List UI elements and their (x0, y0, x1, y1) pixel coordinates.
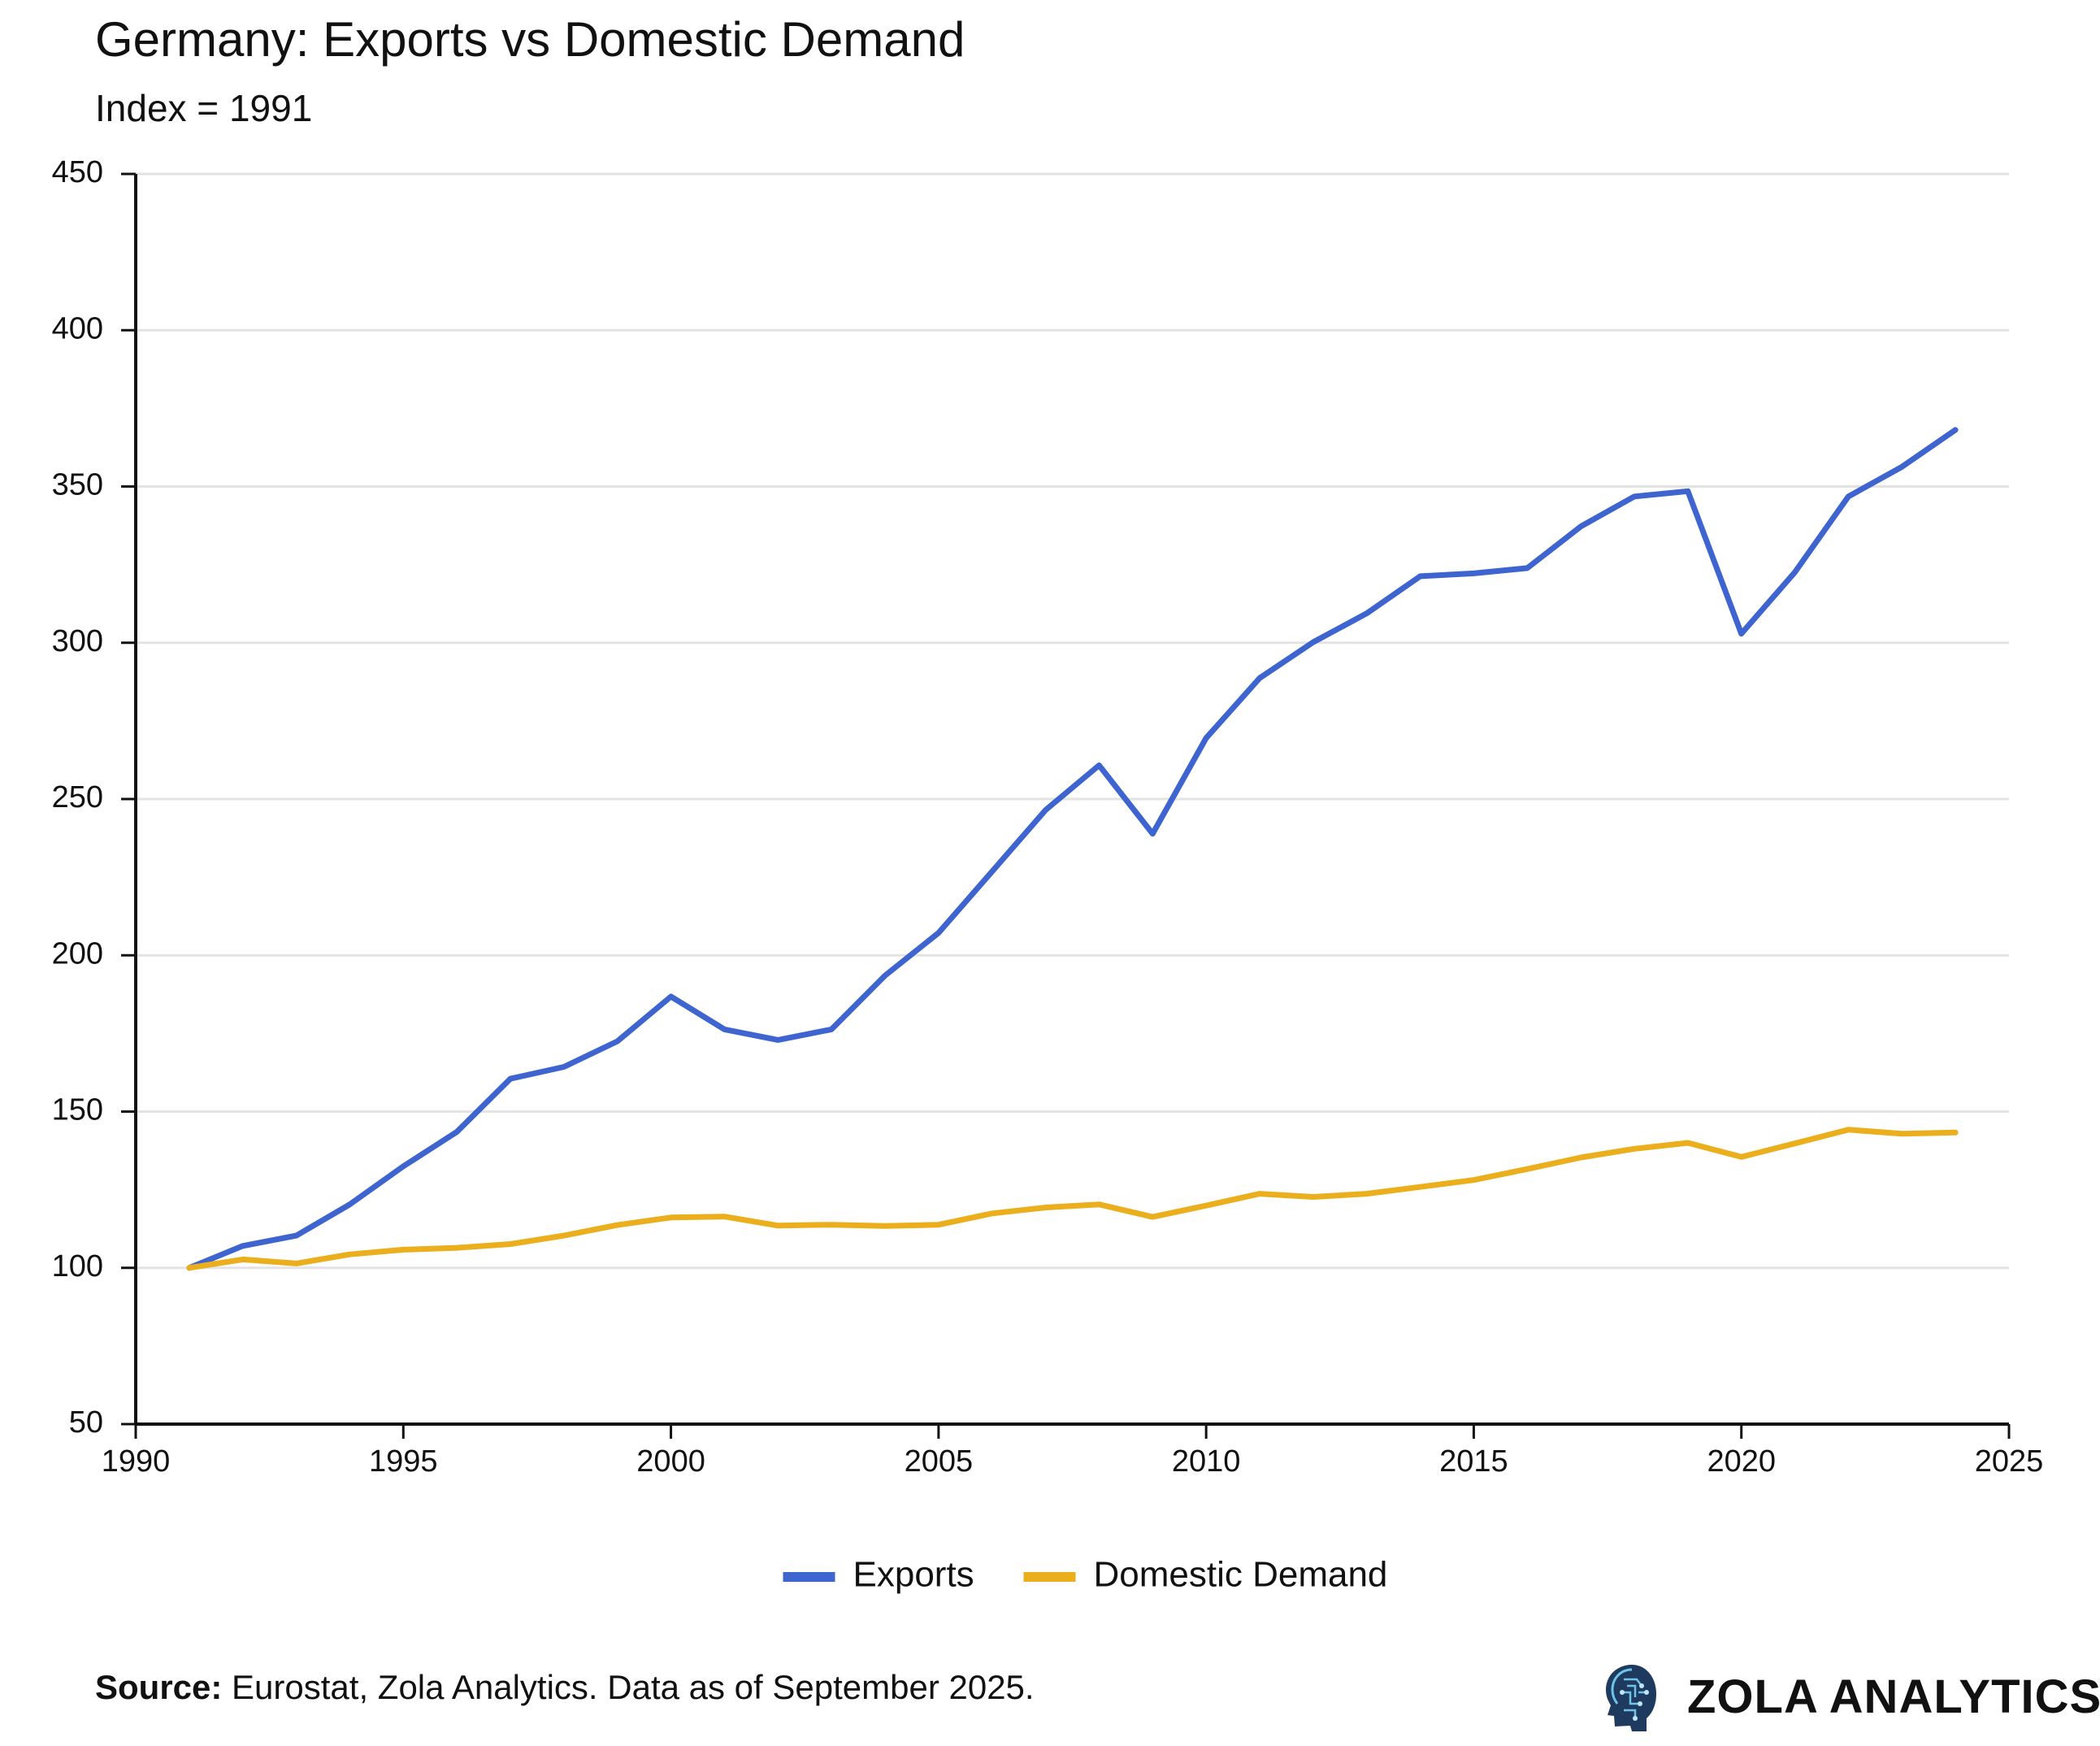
y-tick-label-300: 300 (52, 624, 103, 658)
gridlines (136, 172, 2009, 1270)
y-tick-label-350: 350 (52, 468, 103, 502)
x-tick-label-2020: 2020 (1707, 1444, 1776, 1479)
x-tick-label-2010: 2010 (1172, 1444, 1241, 1479)
legend-label-domestic-demand: Domestic Demand (1094, 1555, 1388, 1595)
series-line-domestic-demand (186, 1127, 1959, 1271)
y-tick-label-200: 200 (52, 936, 103, 971)
brand-name: ZOLA ANALYTICS (1687, 1670, 2100, 1723)
source-text: Eurostat, Zola Analytics. Data as of Sep… (222, 1668, 1035, 1706)
axes: 50 100 150 200 250 300 350 400 450 1990 1995 2000 20… (52, 155, 2044, 1479)
series-line-exports (186, 427, 1959, 1271)
legend: Exports Domestic Demand (783, 1555, 1388, 1595)
x-tick-label-2000: 2000 (636, 1444, 705, 1479)
brand: ZOLA ANALYTICS (1599, 1660, 2100, 1733)
x-tick-label-1995: 1995 (369, 1444, 438, 1479)
series-lines (186, 427, 1959, 1271)
y-tick-label-400: 400 (52, 311, 103, 345)
y-tick-label-50: 50 (69, 1405, 103, 1440)
x-tick-label-2015: 2015 (1439, 1444, 1508, 1479)
y-tick-label-250: 250 (52, 780, 103, 814)
y-tick-label-150: 150 (52, 1093, 103, 1127)
y-tick-label-100: 100 (52, 1249, 103, 1283)
source-note: Source: Eurostat, Zola Analytics. Data a… (95, 1668, 1035, 1707)
chart-title: Germany: Exports vs Domestic Demand (95, 12, 965, 67)
legend-label-exports: Exports (853, 1555, 974, 1595)
y-tick-label-450: 450 (52, 155, 103, 189)
source-label: Source: (95, 1668, 223, 1706)
x-tick-label-2005: 2005 (905, 1444, 974, 1479)
chart-subtitle: Index = 1991 (95, 87, 313, 129)
ai-head-icon (1606, 1665, 1656, 1731)
x-tick-label-2025: 2025 (1975, 1444, 2044, 1479)
x-tick-label-1990: 1990 (102, 1444, 171, 1479)
